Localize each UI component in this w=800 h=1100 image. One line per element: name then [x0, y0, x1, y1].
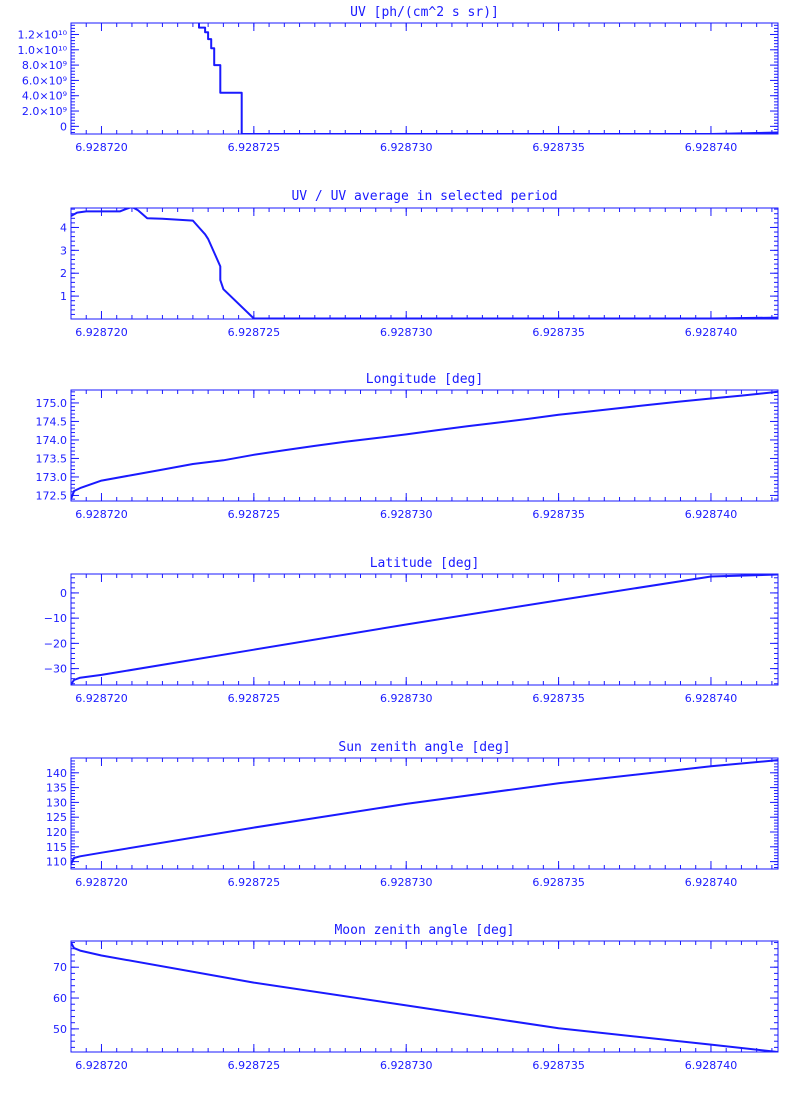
plot-frame — [70, 757, 779, 870]
panel-6: Moon zenith angle [deg] 6.928720 6.928725 6… — [53, 923, 779, 1072]
x-tick-label: 6.928735 — [532, 141, 585, 154]
panel-3: Longitude [deg] 6.928720 6.928725 6.928730 6… — [36, 372, 779, 521]
x-tick-label: 6.928730 — [380, 326, 433, 339]
x-tick-label: 6.928720 — [75, 692, 128, 705]
x-tick-label: 6.928720 — [75, 508, 128, 521]
x-tick-label: 6.928730 — [380, 692, 433, 705]
x-tick-label: 6.928730 — [380, 1059, 433, 1072]
y-tick-label: −30 — [44, 663, 67, 676]
series-line — [71, 574, 778, 685]
plot-frame — [70, 940, 779, 1053]
y-tick-label: −20 — [44, 637, 67, 650]
y-tick-label: 130 — [46, 796, 67, 809]
y-tick-label: 174.0 — [36, 434, 68, 447]
y-tick-label: 1.2×10¹⁰ — [17, 28, 67, 41]
y-tick-label: 70 — [53, 961, 67, 974]
y-tick-label: 125 — [46, 811, 67, 824]
plot-frame — [70, 207, 779, 320]
x-tick-label: 6.928730 — [380, 508, 433, 521]
x-tick-label: 6.928735 — [532, 876, 585, 889]
y-tick-label: 174.5 — [36, 415, 68, 428]
plot-frame — [70, 22, 779, 135]
y-tick-label: 115 — [46, 841, 67, 854]
x-tick-label: 6.928720 — [75, 326, 128, 339]
plot-frame — [70, 573, 779, 686]
y-tick-label: 2.0×10⁹ — [22, 105, 67, 118]
x-tick-label: 6.928740 — [685, 326, 738, 339]
x-tick-label: 6.928735 — [532, 1059, 585, 1072]
y-tick-label: 135 — [46, 782, 67, 795]
y-tick-label: 6.0×10⁹ — [22, 74, 67, 87]
x-tick-label: 6.928725 — [228, 692, 281, 705]
plot-frame — [70, 389, 779, 502]
chart-title: UV [ph/(cm^2 s sr)] — [350, 5, 499, 20]
y-tick-label: 110 — [46, 856, 67, 869]
series-line — [71, 208, 778, 319]
x-tick-label: 6.928735 — [532, 326, 585, 339]
series-line — [71, 759, 778, 865]
y-tick-label: 1.0×10¹⁰ — [17, 44, 67, 57]
y-tick-label: 60 — [53, 992, 67, 1005]
x-tick-label: 6.928720 — [75, 876, 128, 889]
y-tick-label: 175.0 — [36, 397, 68, 410]
y-tick-label: 172.5 — [36, 489, 68, 502]
chart-title: Moon zenith angle [deg] — [334, 923, 514, 938]
chart-title: UV / UV average in selected period — [291, 189, 557, 204]
chart-title: Longitude [deg] — [366, 372, 483, 387]
y-tick-label: 1 — [60, 290, 67, 303]
y-tick-label: 0 — [60, 587, 67, 600]
panel-2: UV / UV average in selected period 6.9287… — [60, 189, 779, 339]
series-line — [71, 390, 778, 500]
y-tick-label: 8.0×10⁹ — [22, 59, 67, 72]
x-tick-label: 6.928740 — [685, 1059, 738, 1072]
y-tick-label: −10 — [44, 612, 67, 625]
x-tick-label: 6.928730 — [380, 876, 433, 889]
x-tick-label: 6.928740 — [685, 141, 738, 154]
x-tick-label: 6.928720 — [75, 1059, 128, 1072]
panel-5: Sun zenith angle [deg] 6.928720 6.928725 6.… — [46, 740, 779, 889]
y-tick-label: 2 — [60, 267, 67, 280]
x-tick-label: 6.928740 — [685, 876, 738, 889]
x-tick-label: 6.928740 — [685, 508, 738, 521]
y-tick-label: 4 — [60, 221, 67, 234]
x-tick-label: 6.928720 — [75, 141, 128, 154]
x-tick-label: 6.928725 — [228, 1059, 281, 1072]
y-tick-label: 50 — [53, 1023, 67, 1036]
series-line — [192, 23, 778, 134]
panel-4: Latitude [deg] 6.928720 6.928725 6.928730 6.… — [44, 556, 779, 705]
y-tick-label: 4.0×10⁹ — [22, 90, 67, 103]
y-tick-label: 173.0 — [36, 471, 68, 484]
x-tick-label: 6.928725 — [228, 876, 281, 889]
x-tick-label: 6.928725 — [228, 141, 281, 154]
x-tick-label: 6.928740 — [685, 692, 738, 705]
chart-title: Sun zenith angle [deg] — [338, 740, 510, 755]
y-tick-label: 120 — [46, 826, 67, 839]
y-tick-label: 3 — [60, 244, 67, 257]
y-tick-label: 140 — [46, 767, 67, 780]
y-tick-label: 0 — [60, 120, 67, 133]
chart-title: Latitude [deg] — [370, 556, 480, 571]
x-tick-label: 6.928735 — [532, 508, 585, 521]
x-tick-label: 6.928725 — [228, 326, 281, 339]
x-tick-label: 6.928735 — [532, 692, 585, 705]
panel-1: UV [ph/(cm^2 s sr)] 6.928720 6.928725 6.928… — [17, 5, 779, 154]
y-tick-label: 173.5 — [36, 452, 68, 465]
x-tick-label: 6.928730 — [380, 141, 433, 154]
series-line — [71, 942, 778, 1052]
x-tick-label: 6.928725 — [228, 508, 281, 521]
